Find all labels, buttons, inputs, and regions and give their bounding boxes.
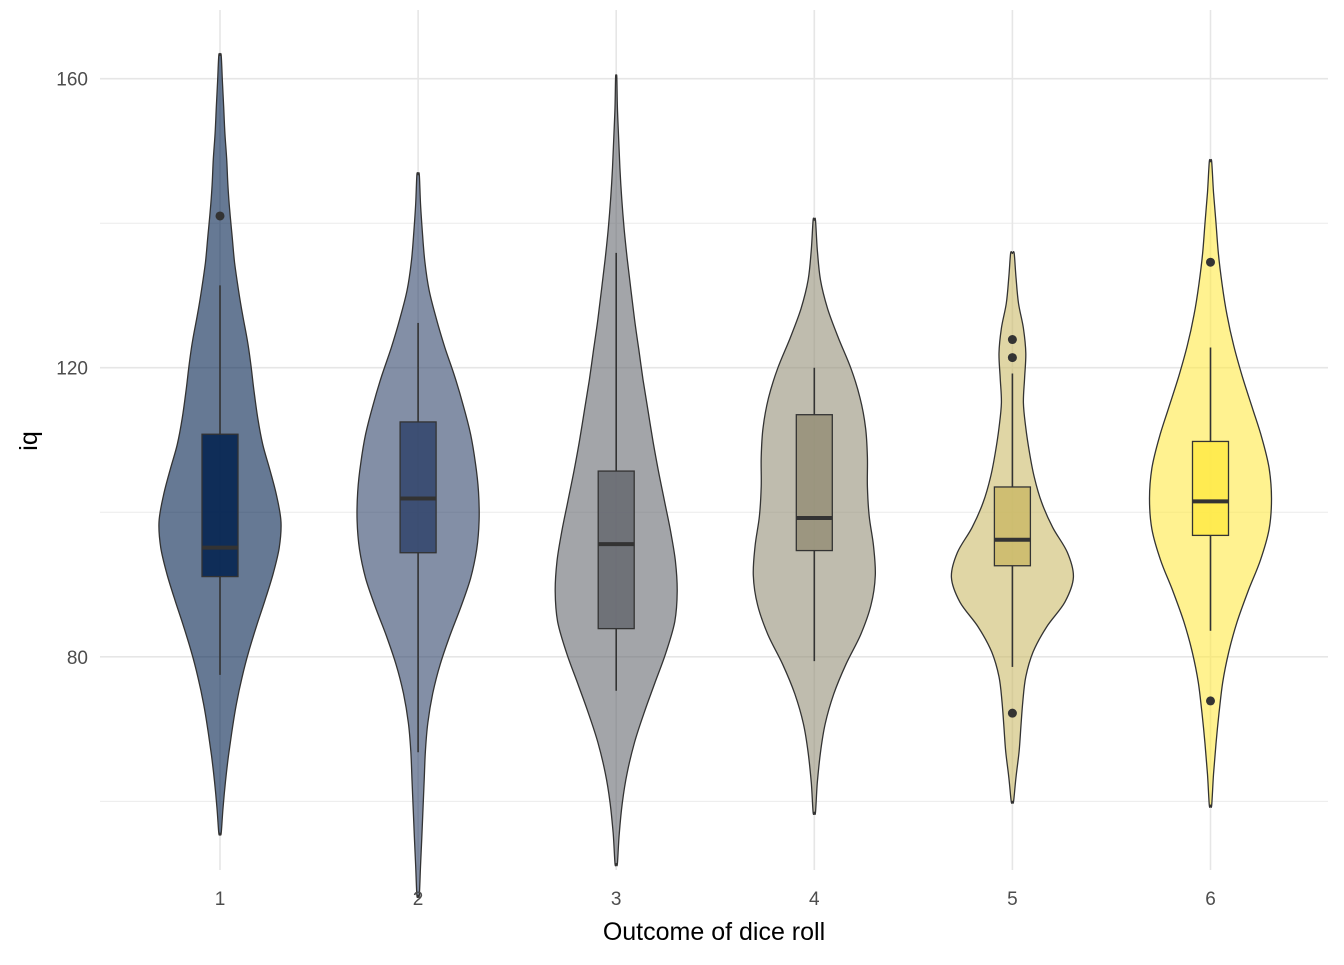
x-tick-label: 6	[1205, 889, 1216, 910]
plot-area	[158, 52, 1273, 899]
y-tick-label: 80	[67, 648, 88, 669]
y-tick-label: 120	[56, 359, 88, 380]
box-6	[1191, 440, 1230, 537]
outlier-point	[1206, 696, 1215, 706]
box-3	[597, 470, 635, 630]
box-2	[399, 421, 437, 554]
outlier-point	[1206, 257, 1215, 267]
violin-group-6	[1148, 158, 1273, 808]
x-tick-label: 1	[215, 889, 226, 910]
box-5	[993, 486, 1032, 567]
y-axis-title: iq	[15, 431, 43, 450]
outlier-point	[1007, 335, 1017, 345]
x-tick-label: 5	[1007, 889, 1018, 910]
outlier-point	[215, 211, 225, 221]
x-tick-label: 4	[809, 889, 820, 910]
violin-group-2	[356, 172, 480, 899]
outlier-point	[1007, 708, 1017, 718]
x-axis-title: Outcome of dice roll	[603, 918, 825, 946]
box-4	[795, 414, 833, 552]
violin-group-1	[158, 52, 282, 836]
outlier-point	[1007, 353, 1017, 363]
x-tick-label: 3	[611, 889, 622, 910]
y-tick-label: 160	[56, 70, 88, 91]
grid	[100, 10, 1328, 870]
x-tick-label: 2	[413, 889, 424, 910]
axes: 1 2 3 4 5 6 80 120 160	[56, 70, 1215, 910]
box-1	[201, 433, 239, 578]
violin-group-4	[752, 217, 877, 816]
violin-group-5	[950, 251, 1075, 804]
violin-group-3	[554, 74, 678, 867]
